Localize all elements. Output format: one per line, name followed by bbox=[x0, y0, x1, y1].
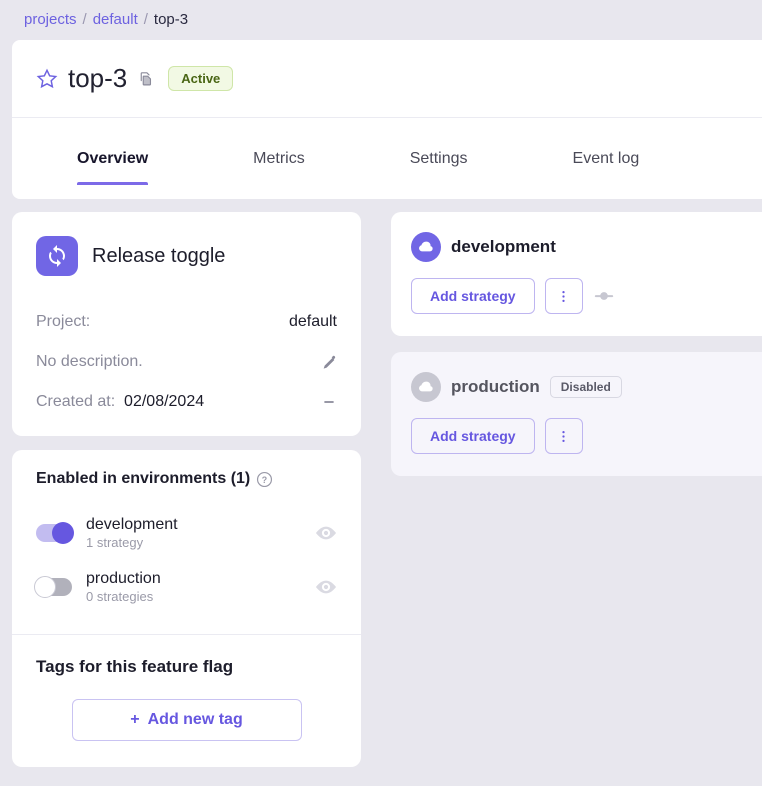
svg-text:?: ? bbox=[262, 474, 267, 484]
